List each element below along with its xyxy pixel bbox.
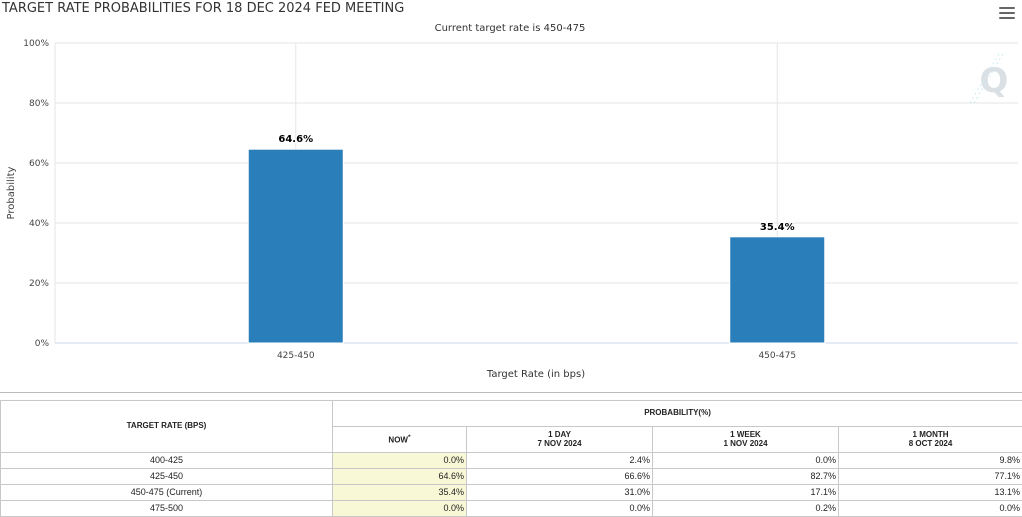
probability-cell: 31.0% <box>466 484 653 501</box>
x-tick-label: 425-450 <box>277 351 315 361</box>
column-header-label: 1 DAY <box>548 429 571 439</box>
bar <box>729 236 826 344</box>
data-label: 64.6% <box>278 134 313 145</box>
target-rate-cell: 425-450 <box>0 468 333 485</box>
watermark-logo: Q <box>969 51 1009 104</box>
target-rate-cell: 400-425 <box>0 452 333 469</box>
y-axis-label: Probability <box>6 166 17 219</box>
column-header[interactable]: 1 WEEK 1 NOV 2024 <box>652 426 839 453</box>
column-header[interactable]: NOW* <box>332 426 467 453</box>
column-header[interactable]: 1 MONTH 8 OCT 2024 <box>837 426 1022 453</box>
column-header[interactable]: 1 DAY 7 NOV 2024 <box>466 426 653 453</box>
y-tick-label: 80% <box>29 99 49 109</box>
table-row: 450-475 (Current) 35.4% 31.0% 17.1% 13.1% <box>0 484 1022 501</box>
probability-cell: 0.0% <box>652 452 839 469</box>
hamburger-menu-icon[interactable] <box>999 7 1015 21</box>
probability-cell: 0.0% <box>466 500 653 517</box>
column-header-date: 1 NOV 2024 <box>723 438 768 448</box>
x-axis-label: Target Rate (in bps) <box>486 369 585 380</box>
probability-cell: 77.1% <box>837 468 1022 485</box>
probability-table: TARGET RATE (BPS) PROBABILITY(%) NOW* 1 D… <box>0 400 1022 517</box>
menu-line <box>999 17 1015 19</box>
table-row: 475-500 0.0% 0.0% 0.2% 0.0% <box>0 500 1022 517</box>
probability-cell: 35.4% <box>332 484 467 501</box>
bar-chart: Current target rate is 450-475 0% 20% 40% 6… <box>6 23 1018 380</box>
probability-cell: 0.0% <box>332 500 467 517</box>
target-rate-header: TARGET RATE (BPS) <box>0 400 333 453</box>
y-tick-label: 20% <box>29 279 49 289</box>
probability-cell: 0.2% <box>652 500 839 517</box>
y-tick-label: 100% <box>23 39 49 49</box>
y-tick-label: 0% <box>35 339 50 349</box>
probability-cell: 9.8% <box>837 452 1022 469</box>
column-header-label: NOW* <box>388 433 411 445</box>
y-tick-label: 60% <box>29 159 49 169</box>
column-header-label: 1 WEEK <box>730 429 761 439</box>
grid-lines <box>54 42 1018 344</box>
x-axis-ticks: 425-450 450-475 <box>277 351 796 361</box>
column-header-date: 7 NOV 2024 <box>537 438 582 448</box>
svg-text:Q: Q <box>980 61 1009 101</box>
target-rate-cell: 475-500 <box>0 500 333 517</box>
bars: 64.6% 35.4% <box>247 133 826 344</box>
menu-line <box>999 12 1015 14</box>
column-header-date: 8 OCT 2024 <box>908 438 953 448</box>
target-rate-cell: 450-475 (Current) <box>0 484 333 501</box>
y-axis-ticks: 0% 20% 40% 60% 80% 100% <box>23 39 49 349</box>
page-title: TARGET RATE PROBABILITIES FOR 18 DEC 202… <box>2 1 405 16</box>
probability-cell: 66.6% <box>466 468 653 485</box>
probability-cell: 0.0% <box>332 452 467 469</box>
probability-cell: 0.0% <box>837 500 1022 517</box>
probability-header: PROBABILITY(%) <box>331 400 1022 427</box>
table-body: 400-425 0.0% 2.4% 0.0% 9.8% 425-450 64.6% 66.6%… <box>0 452 1022 517</box>
probability-cell: 2.4% <box>466 452 653 469</box>
probability-cell: 13.1% <box>837 484 1022 501</box>
data-label: 35.4% <box>760 222 795 233</box>
chart-subtitle: Current target rate is 450-475 <box>435 23 586 34</box>
column-header-label: 1 MONTH <box>912 429 949 439</box>
bar <box>247 148 344 344</box>
table-row: 425-450 64.6% 66.6% 82.7% 77.1% <box>0 468 1022 485</box>
probability-cell: 17.1% <box>652 484 839 501</box>
menu-line <box>999 7 1015 9</box>
x-tick-label: 450-475 <box>758 351 796 361</box>
footnote-marker: * <box>407 433 411 441</box>
section-divider <box>0 392 1022 393</box>
table-row: 400-425 0.0% 2.4% 0.0% 9.8% <box>0 452 1022 469</box>
y-tick-label: 40% <box>29 219 49 229</box>
probability-cell: 82.7% <box>652 468 839 485</box>
probability-cell: 64.6% <box>332 468 467 485</box>
